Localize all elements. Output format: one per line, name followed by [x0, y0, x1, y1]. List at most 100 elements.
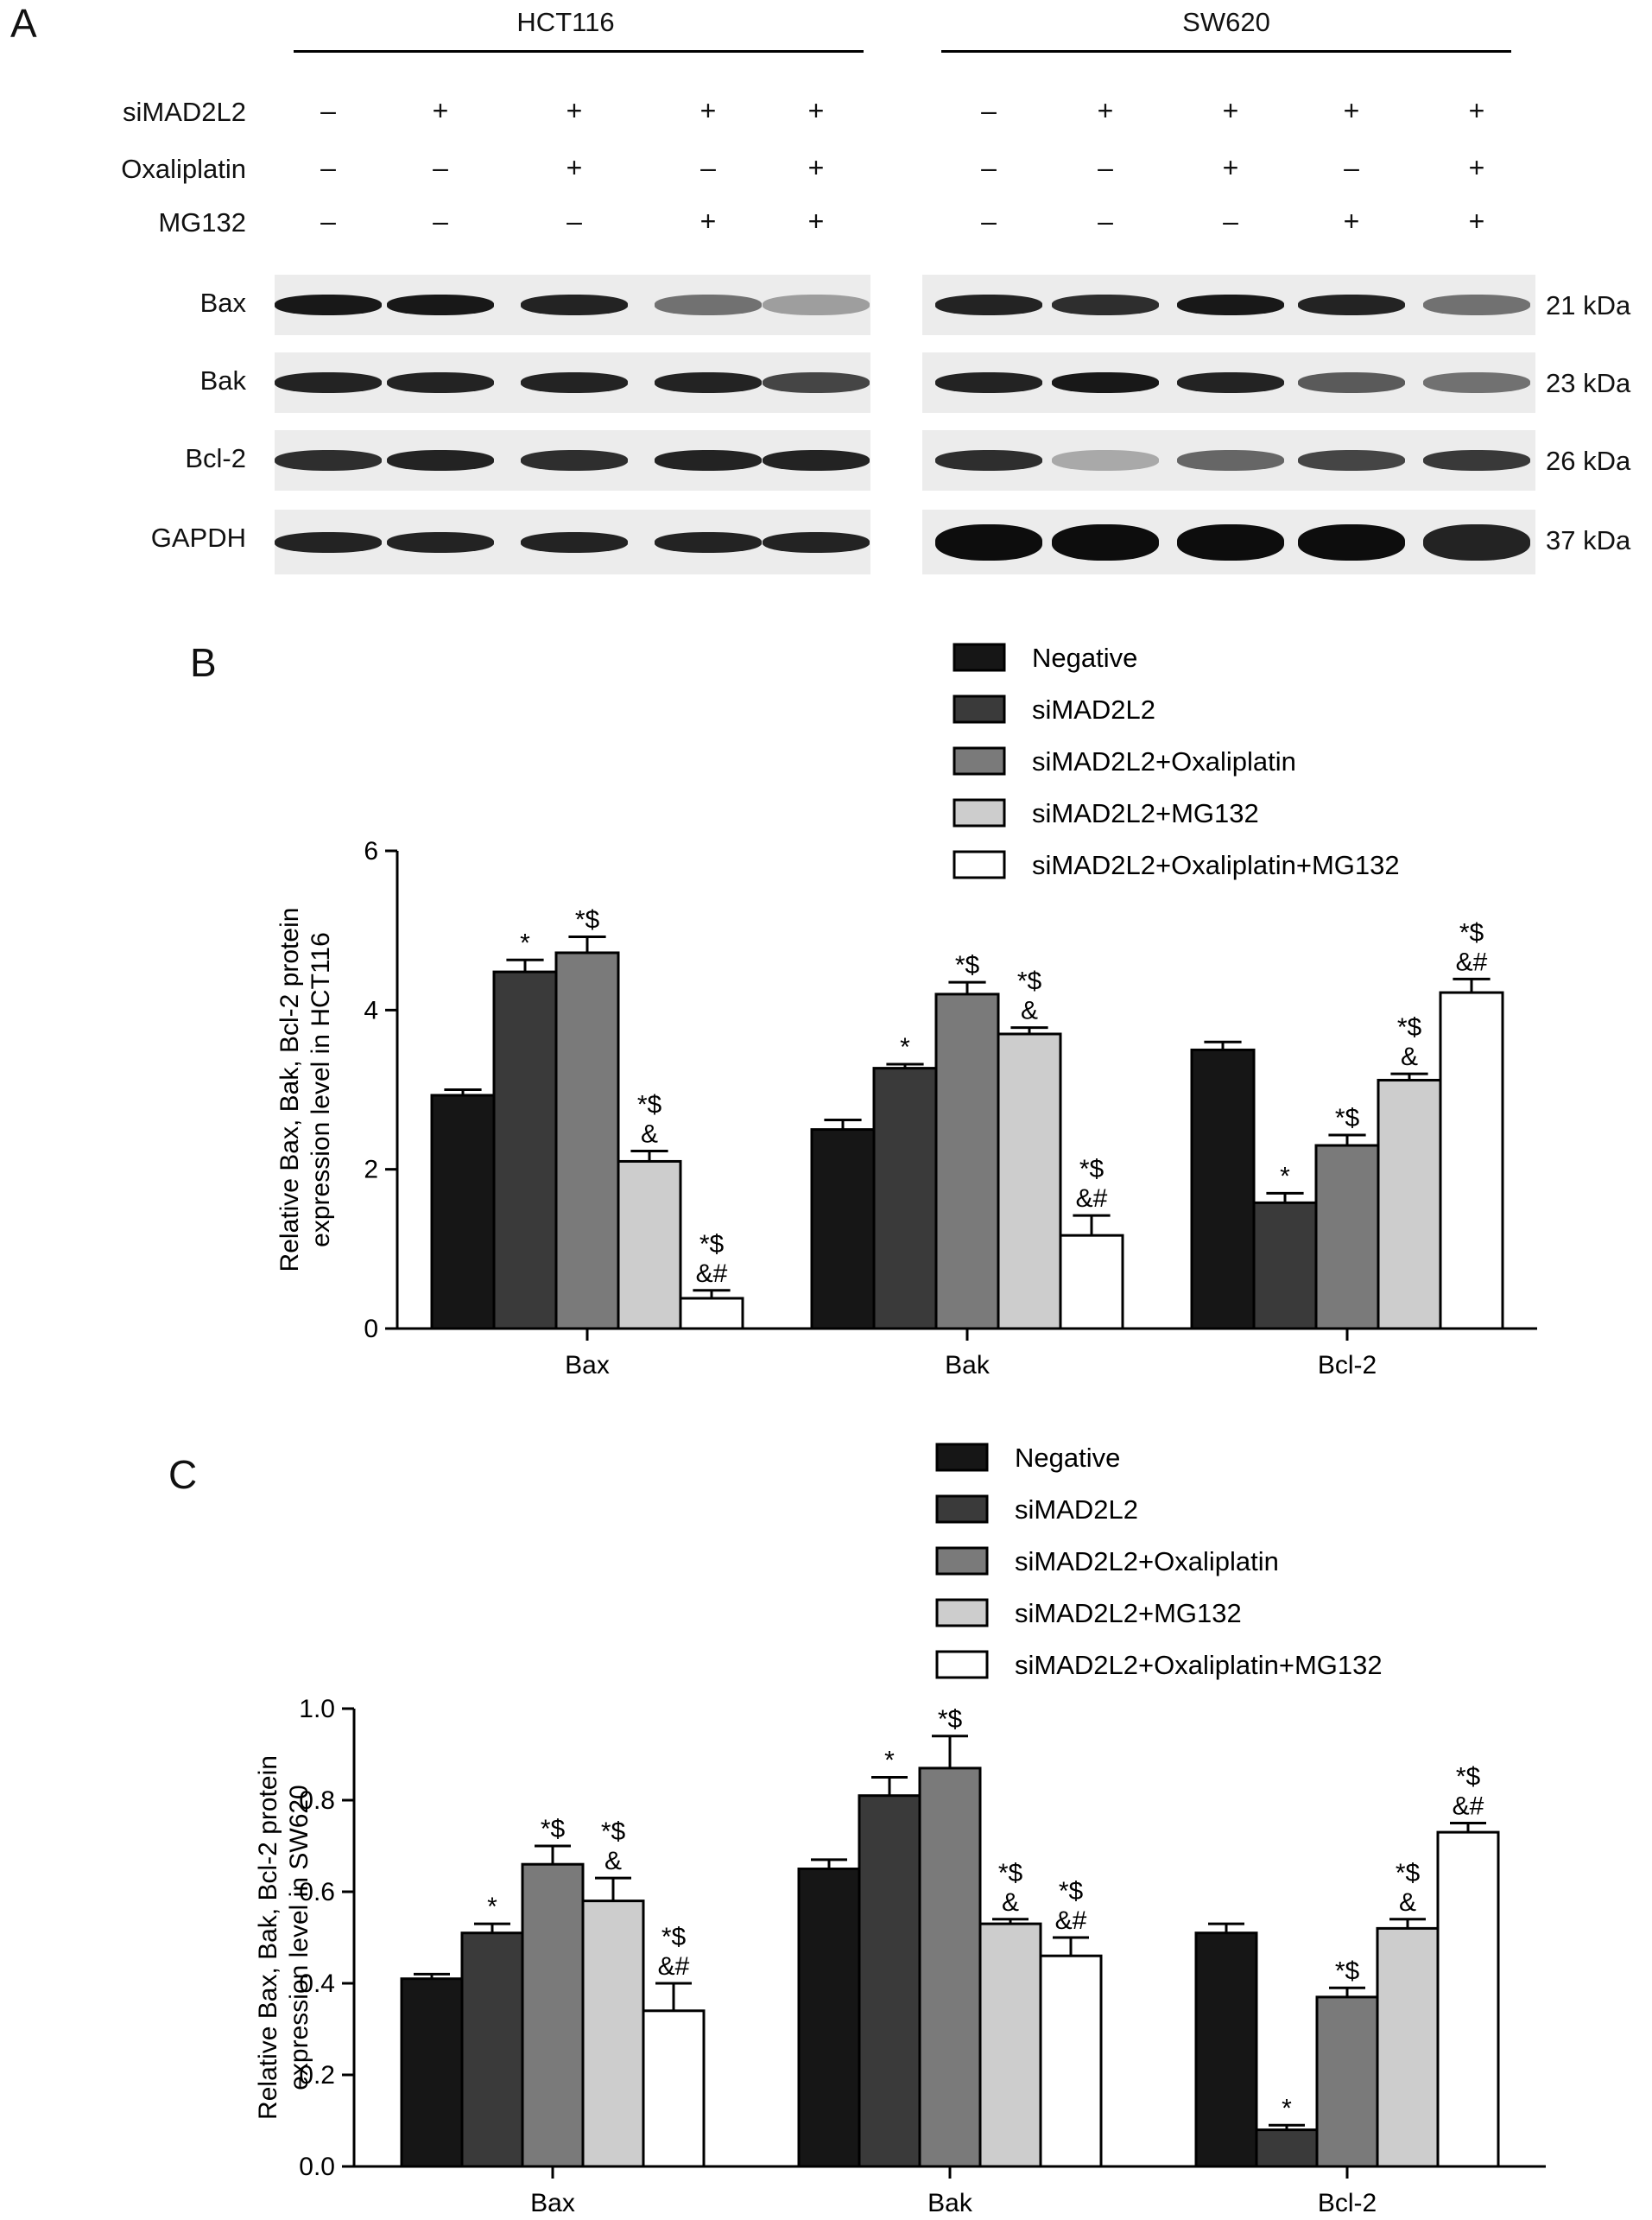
treatment-symbol: – — [1344, 152, 1359, 183]
protein-band — [1177, 450, 1284, 471]
protein-band — [275, 295, 382, 315]
bar-chart-sw620: 0.0 0.2 0.4 0.6 0.8 1.0 Relative Bax, Bak, Bcl… — [254, 1443, 1546, 2217]
treatment-symbol: + — [432, 95, 449, 126]
y-tick-label: 1.0 — [299, 1695, 335, 1723]
y-tick-label: 0.0 — [299, 2153, 335, 2181]
protein-band — [387, 372, 494, 393]
bar — [934, 993, 1000, 1330]
protein-band — [655, 372, 762, 393]
significance-label: * — [884, 1747, 895, 1775]
legend-label: Negative — [1032, 643, 1137, 673]
bar — [554, 951, 620, 1330]
protein-band — [1052, 295, 1159, 315]
legend-label: siMAD2L2 — [1015, 1494, 1138, 1525]
legend-label: siMAD2L2 — [1032, 695, 1155, 725]
molecular-weight-label: 21 kDa — [1546, 290, 1631, 320]
significance-label: &# — [1456, 948, 1488, 976]
legend-swatch — [953, 695, 1006, 724]
y-tick-label: 0.8 — [299, 1786, 335, 1815]
significance-label: *$ — [1459, 918, 1484, 947]
bar — [430, 1094, 496, 1330]
y-axis-label: expression level in HCT116 — [307, 932, 335, 1247]
protein-band — [275, 531, 382, 553]
treatment-symbol: + — [566, 95, 583, 126]
protein-band — [1298, 523, 1405, 561]
x-tick-label: Bcl-2 — [1318, 1351, 1377, 1380]
legend-label: siMAD2L2+Oxaliplatin — [1015, 1546, 1279, 1576]
bar — [581, 1900, 645, 2168]
protein-label: Bax — [199, 288, 246, 318]
significance-label: *$ — [1059, 1877, 1084, 1906]
cell-line-header: SW620 — [1182, 7, 1270, 37]
treatment-symbol: + — [807, 152, 825, 183]
significance-label: & — [1401, 1043, 1418, 1071]
y-tick-label: 2 — [364, 1156, 378, 1184]
significance-label: * — [900, 1033, 910, 1062]
bar — [521, 1862, 585, 2168]
protein-band — [1177, 372, 1284, 393]
panel-c-label: C — [168, 1452, 198, 1497]
treatment-symbol: + — [1468, 152, 1485, 183]
bar — [810, 1128, 876, 1330]
significance-label: *$ — [1397, 1013, 1422, 1042]
significance-label: *$ — [1396, 1859, 1421, 1887]
treatment-symbol: + — [1343, 206, 1360, 237]
treatment-symbol: – — [320, 152, 336, 183]
protein-band — [1052, 372, 1159, 393]
protein-band — [763, 372, 870, 393]
bar — [1436, 1830, 1500, 2168]
treatment-label: Oxaliplatin — [121, 154, 246, 184]
significance-label: &# — [1453, 1792, 1484, 1821]
significance-label: *$ — [699, 1230, 725, 1259]
treatment-symbol: – — [320, 95, 336, 126]
protein-band — [935, 450, 1042, 471]
legend-label: siMAD2L2+Oxaliplatin+MG132 — [1032, 850, 1400, 880]
treatment-symbol: + — [566, 152, 583, 183]
bar — [617, 1159, 682, 1330]
bar — [1314, 1144, 1380, 1330]
protein-band — [655, 295, 762, 315]
protein-band — [387, 295, 494, 315]
significance-label: * — [1280, 1162, 1290, 1190]
legend-swatch — [953, 643, 1006, 672]
significance-label: & — [641, 1120, 658, 1148]
significance-label: *$ — [637, 1090, 662, 1119]
treatment-symbol: – — [981, 95, 997, 126]
protein-band — [1052, 523, 1159, 561]
significance-label: &# — [1055, 1906, 1087, 1935]
protein-band — [521, 531, 628, 553]
protein-band — [521, 450, 628, 471]
bar — [1252, 1201, 1318, 1330]
y-axis-label: Relative Bax, Bak, Bcl-2 protein — [275, 908, 304, 1272]
significance-label: &# — [1076, 1184, 1108, 1213]
protein-label: GAPDH — [150, 523, 246, 553]
bar — [1255, 2128, 1319, 2168]
x-tick-label: Bak — [927, 2189, 973, 2217]
significance-label: *$ — [541, 1815, 566, 1843]
significance-label: * — [1282, 2094, 1292, 2122]
bar — [460, 1931, 524, 2168]
significance-label: *$ — [601, 1817, 626, 1846]
protein-band — [387, 531, 494, 553]
legend-label: siMAD2L2+MG132 — [1015, 1598, 1242, 1628]
significance-label: & — [604, 1847, 622, 1875]
treatment-symbol: – — [566, 206, 582, 237]
protein-band — [387, 450, 494, 471]
y-tick-label: 0.6 — [299, 1878, 335, 1906]
protein-band — [521, 372, 628, 393]
protein-band — [1298, 295, 1405, 315]
significance-label: *$ — [661, 1923, 687, 1951]
panel-a-label: A — [10, 1, 37, 46]
significance-label: &# — [658, 1952, 690, 1981]
protein-band — [655, 531, 762, 553]
bar — [1190, 1048, 1256, 1330]
legend-swatch — [953, 850, 1006, 879]
treatment-label: siMAD2L2 — [123, 97, 246, 127]
significance-label: *$ — [1335, 1104, 1360, 1132]
panel-b-label: B — [190, 640, 217, 685]
significance-label: * — [520, 929, 530, 957]
x-tick-label: Bax — [530, 2189, 575, 2217]
bar — [1376, 1926, 1440, 2168]
treatment-symbol: + — [1468, 206, 1485, 237]
treatment-symbol: – — [981, 206, 997, 237]
